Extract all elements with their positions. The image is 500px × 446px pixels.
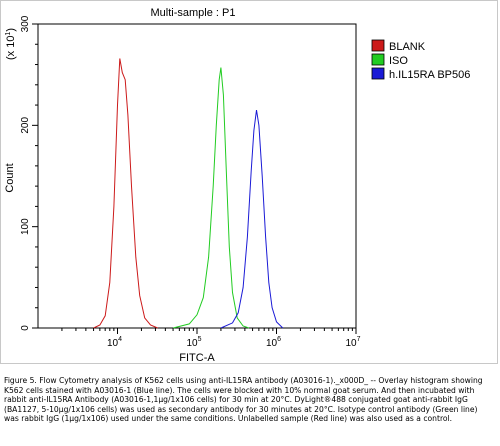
y-multiplier-exponent: 1 [5,32,12,36]
y-axis-label: Count [4,163,16,192]
x-tick-label-2: 106 [266,336,281,349]
x-tick-exponent: 4 [118,336,122,343]
figure-caption: Figure 5. Flow Cytometry analysis of K56… [4,376,483,424]
x-tick-base: 10 [266,338,278,349]
legend-swatch-2 [371,67,385,80]
x-tick-base: 10 [345,338,357,349]
x-tick-label-3: 107 [345,336,360,349]
x-tick-exponent: 7 [357,336,361,343]
plot-area [37,23,357,329]
y-tick-label-2: 200 [20,117,31,134]
x-tick-base: 10 [186,338,198,349]
y-multiplier-suffix: ) [5,28,17,32]
x-tick-exponent: 5 [198,336,202,343]
x-axis-label: FITC-A [179,352,215,364]
series-line-0 [93,58,158,329]
x-tick-label-1: 105 [186,336,201,349]
y-axis-ticks: 0 100 200 300 [20,15,38,331]
y-tick-label-3: 300 [20,15,31,32]
chart-frame [0,0,498,364]
legend-label-2: h.IL15RA BP506 [389,69,470,81]
x-tick-label-0: 104 [107,336,122,349]
x-axis-ticks: 104 105 106 107 [61,328,361,349]
chart-legend: BLANK ISO h.IL15RA BP506 [371,39,470,81]
chart-title: Multi-sample : P1 [151,7,236,19]
x-tick-base: 10 [107,338,119,349]
y-tick-label-0: 0 [20,325,31,331]
series-line-2 [220,110,284,329]
histogram-chart: Multi-sample : P1 104 105 106 107 010020030… [4,7,470,364]
x-tick-exponent: 6 [277,336,281,343]
series-line-1 [172,67,250,329]
legend-swatch-0 [371,39,385,52]
legend-label-0: BLANK [389,41,426,53]
legend-swatch-1 [371,53,385,66]
legend-label-1: ISO [389,55,408,67]
y-axis-multiplier: (x 101) [5,28,17,60]
y-multiplier-prefix: (x 10 [5,36,17,60]
series-layer [93,58,284,329]
y-tick-label-1: 100 [20,218,31,235]
